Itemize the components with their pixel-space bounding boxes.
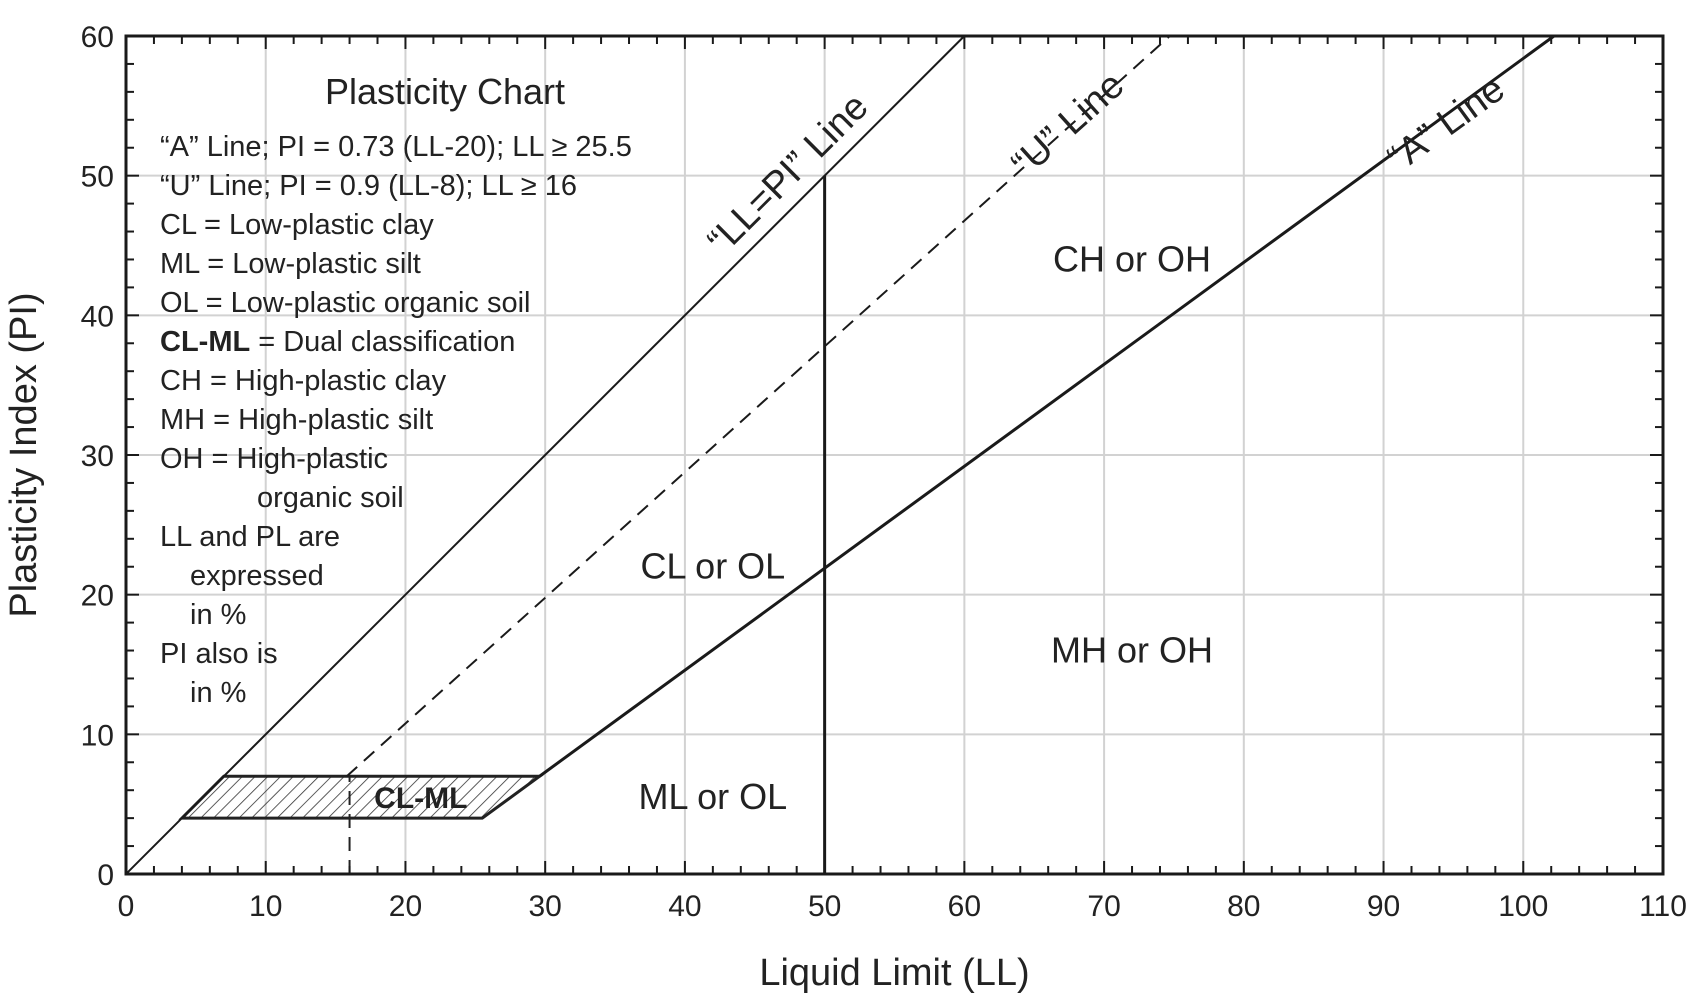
chart-title: Plasticity Chart xyxy=(325,71,565,112)
legend-rest: = Dual classification xyxy=(250,326,515,358)
legend-line: organic soil xyxy=(257,482,404,514)
legend-line: ML = Low-plastic silt xyxy=(160,248,421,280)
region-label: MH or OH xyxy=(1051,630,1213,671)
x-tick-label: 90 xyxy=(1367,890,1400,923)
x-tick-label: 30 xyxy=(528,890,561,923)
y-tick-label: 20 xyxy=(81,580,114,613)
legend-line: in % xyxy=(190,599,246,631)
line-label: “U” Line xyxy=(1004,64,1133,186)
region-label: CH or OH xyxy=(1053,238,1211,279)
x-tick-label: 60 xyxy=(948,890,981,923)
x-tick-label: 70 xyxy=(1087,890,1120,923)
line-label: “LL=PI” Line xyxy=(700,86,877,263)
legend-line: MH = High-plastic silt xyxy=(160,404,433,436)
y-tick-label: 50 xyxy=(81,161,114,194)
series-line-2 xyxy=(538,34,1555,778)
plot-frame xyxy=(124,34,1665,876)
y-axis-title: Plasticity Index (PI) xyxy=(3,292,45,617)
y-tick-label: 0 xyxy=(97,859,114,892)
legend-line: CH = High-plastic clay xyxy=(160,365,447,397)
x-tick-label: 50 xyxy=(808,890,841,923)
region-label: ML or OL xyxy=(638,776,787,817)
legend-line: “U” Line; PI = 0.9 (LL-8); LL ≥ 16 xyxy=(160,170,577,202)
legend-line: PI also is xyxy=(160,638,278,670)
y-tick-label: 40 xyxy=(81,300,114,333)
x-tick-label: 80 xyxy=(1227,890,1260,923)
legend-line: “A” Line; PI = 0.73 (LL-20); LL ≥ 25.5 xyxy=(160,131,632,163)
line-label: “A” Line xyxy=(1380,68,1512,180)
x-tick-label: 110 xyxy=(1639,890,1687,923)
legend-line: LL and PL are xyxy=(160,521,340,553)
region-label: CL or OL xyxy=(640,546,785,587)
x-tick-label: 40 xyxy=(668,890,701,923)
cl-ml-label: CL-ML xyxy=(374,782,467,815)
legend-line: CL-ML = Dual classification xyxy=(160,326,515,358)
legend-line: in % xyxy=(190,677,246,709)
y-tick-label: 10 xyxy=(81,719,114,752)
legend-line: OH = High-plastic xyxy=(160,443,388,475)
legend-line: expressed xyxy=(190,560,324,592)
x-tick-label: 20 xyxy=(389,890,422,923)
x-tick-label: 100 xyxy=(1498,890,1548,923)
x-axis-title: Liquid Limit (LL) xyxy=(759,952,1029,994)
y-tick-label: 30 xyxy=(81,440,114,473)
series-lines xyxy=(125,34,1555,875)
annotations: 0 10 20 30 40 50 60 70 80 90 100 110 0 10 20 30 40 50 60 Li… xyxy=(3,21,1687,994)
y-tick-label: 60 xyxy=(81,21,114,54)
cl-ml-zone xyxy=(178,774,545,820)
legend-line: CL = Low-plastic clay xyxy=(160,209,434,241)
series-line-1 xyxy=(346,35,1171,777)
x-tick-label: 0 xyxy=(118,890,135,923)
x-tick-label: 10 xyxy=(249,890,282,923)
legend-line: OL = Low-plastic organic soil xyxy=(160,287,530,319)
legend-bold: CL-ML xyxy=(160,326,250,358)
